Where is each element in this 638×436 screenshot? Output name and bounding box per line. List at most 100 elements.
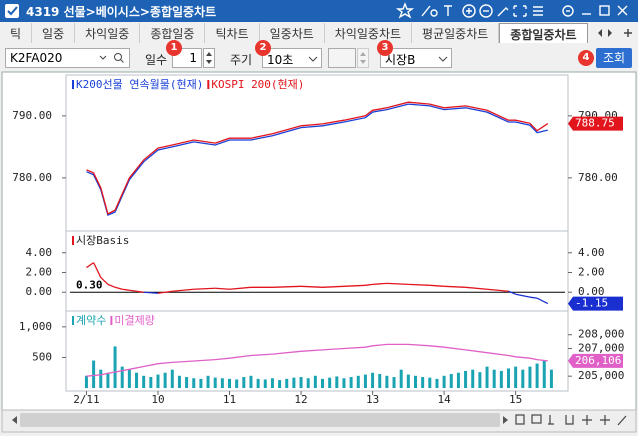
volume-bar [392, 377, 396, 389]
basis-segment [114, 286, 123, 290]
tab[interactable]: 틱차트 [205, 23, 260, 43]
volume-bar [313, 375, 317, 389]
tab-nav[interactable] [590, 24, 636, 42]
last-tag-label: -1.15 [575, 297, 608, 310]
basis-segment [508, 290, 516, 295]
bottom-tools[interactable] [515, 414, 627, 426]
volume-bar [499, 370, 503, 389]
search-button[interactable]: 조회 [596, 48, 632, 68]
scroll-left[interactable] [12, 416, 17, 424]
volume-bar [249, 375, 253, 389]
title-icons[interactable] [396, 0, 636, 22]
basis-segment [157, 290, 173, 294]
x-tick-label: 13 [366, 393, 379, 406]
volume-bar [378, 373, 382, 389]
tab[interactable]: 차익일중차트 [325, 23, 413, 43]
legend-label: 미결제량 [114, 314, 154, 327]
tab[interactable]: 종합일중차트 [499, 23, 588, 43]
volume-bar [449, 373, 453, 389]
scroll-thumb[interactable] [20, 413, 500, 427]
volume-bar [528, 366, 532, 389]
legend-swatch [207, 80, 210, 89]
basis-segment [301, 285, 323, 288]
x-tick-label: 11 [223, 393, 236, 406]
y-tick-label: 790.00 [12, 109, 52, 122]
last-tag [568, 296, 623, 311]
y-tick-label: 0.00 [26, 285, 53, 298]
tab[interactable]: 종합일중 [140, 23, 206, 43]
tab[interactable]: 틱 [0, 23, 33, 43]
volume-bar [413, 375, 417, 389]
volume-bar [185, 377, 189, 389]
tab[interactable]: 일중 [32, 23, 76, 43]
volume-bar [492, 369, 496, 389]
scroll-right[interactable] [503, 416, 508, 424]
volume-bar [170, 369, 174, 389]
last-tag-label: 206,106 [575, 354, 621, 367]
volume-bar [99, 369, 103, 389]
volume-bar [156, 374, 160, 389]
y-tick-label-right: 0.00 [578, 285, 605, 298]
title-bar: 4319 선물>베이시스>종합일중차트 [0, 0, 638, 22]
dropdown-arrow [438, 56, 448, 62]
series-line [86, 101, 549, 215]
y-tick-label: 500 [32, 350, 52, 363]
panel [65, 310, 569, 392]
volume-bar [535, 363, 539, 389]
market-value: 시장B [385, 53, 416, 67]
legend-swatch [72, 80, 74, 89]
last-tag [568, 353, 623, 368]
tab[interactable]: 차익일중 [75, 23, 141, 43]
volume-bar [521, 369, 525, 389]
x-tick-label: 10 [151, 393, 164, 406]
basis-segment [465, 286, 488, 290]
volume-bar [485, 366, 489, 389]
volume-bar [321, 378, 325, 389]
basis-segment [386, 282, 409, 285]
code-input[interactable]: K2FA020 [5, 48, 130, 68]
basis-segment [215, 287, 230, 290]
y-tick-label: 4.00 [26, 246, 53, 259]
legend-label: 계약수 [76, 313, 106, 327]
period-select[interactable]: 10초 [262, 48, 322, 68]
volume-bar [385, 375, 389, 389]
volume-bar [149, 377, 153, 389]
period-value: 10초 [267, 53, 294, 67]
days-spin[interactable] [203, 48, 215, 68]
volume-bar [435, 378, 439, 389]
volume-bar [421, 377, 425, 389]
basis-segment [143, 291, 159, 294]
market-select[interactable]: 시장B [380, 48, 452, 68]
volume-bar [92, 360, 96, 389]
basis-segment [172, 288, 194, 292]
basis-segment [272, 285, 302, 288]
volume-bar [406, 374, 410, 389]
badge: 1 [166, 40, 182, 56]
legend-label: KOSPI 200(현재) [211, 78, 304, 91]
volume-bar [306, 378, 310, 389]
basis-segment [122, 288, 130, 291]
basis-segment [365, 283, 373, 286]
x-tick-label: 15 [509, 393, 522, 406]
series-line [86, 103, 548, 216]
volume-bar [292, 377, 296, 389]
volume-bar [263, 379, 267, 389]
basis-segment [322, 285, 344, 288]
volume-bar [363, 374, 367, 389]
basis-segment [486, 288, 509, 292]
code-icons [99, 53, 124, 63]
volume-bar [549, 369, 553, 389]
tab[interactable]: 평균일중차트 [412, 23, 500, 43]
tab[interactable]: 일중차트 [260, 23, 325, 43]
x-tick-label: 12 [294, 393, 307, 406]
basis-segment [107, 283, 116, 288]
badge: 2 [255, 40, 271, 56]
y-tick-label-right: 780.00 [578, 171, 618, 184]
y2-tick-label: 207,000 [578, 342, 624, 355]
volume-bar [120, 366, 124, 389]
volume-bar [206, 375, 210, 389]
period-label: 주기 [230, 53, 253, 67]
volume-bar [514, 366, 518, 389]
